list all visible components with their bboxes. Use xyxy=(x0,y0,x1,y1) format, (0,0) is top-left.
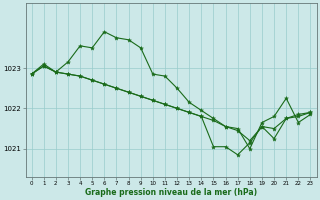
X-axis label: Graphe pression niveau de la mer (hPa): Graphe pression niveau de la mer (hPa) xyxy=(85,188,257,197)
